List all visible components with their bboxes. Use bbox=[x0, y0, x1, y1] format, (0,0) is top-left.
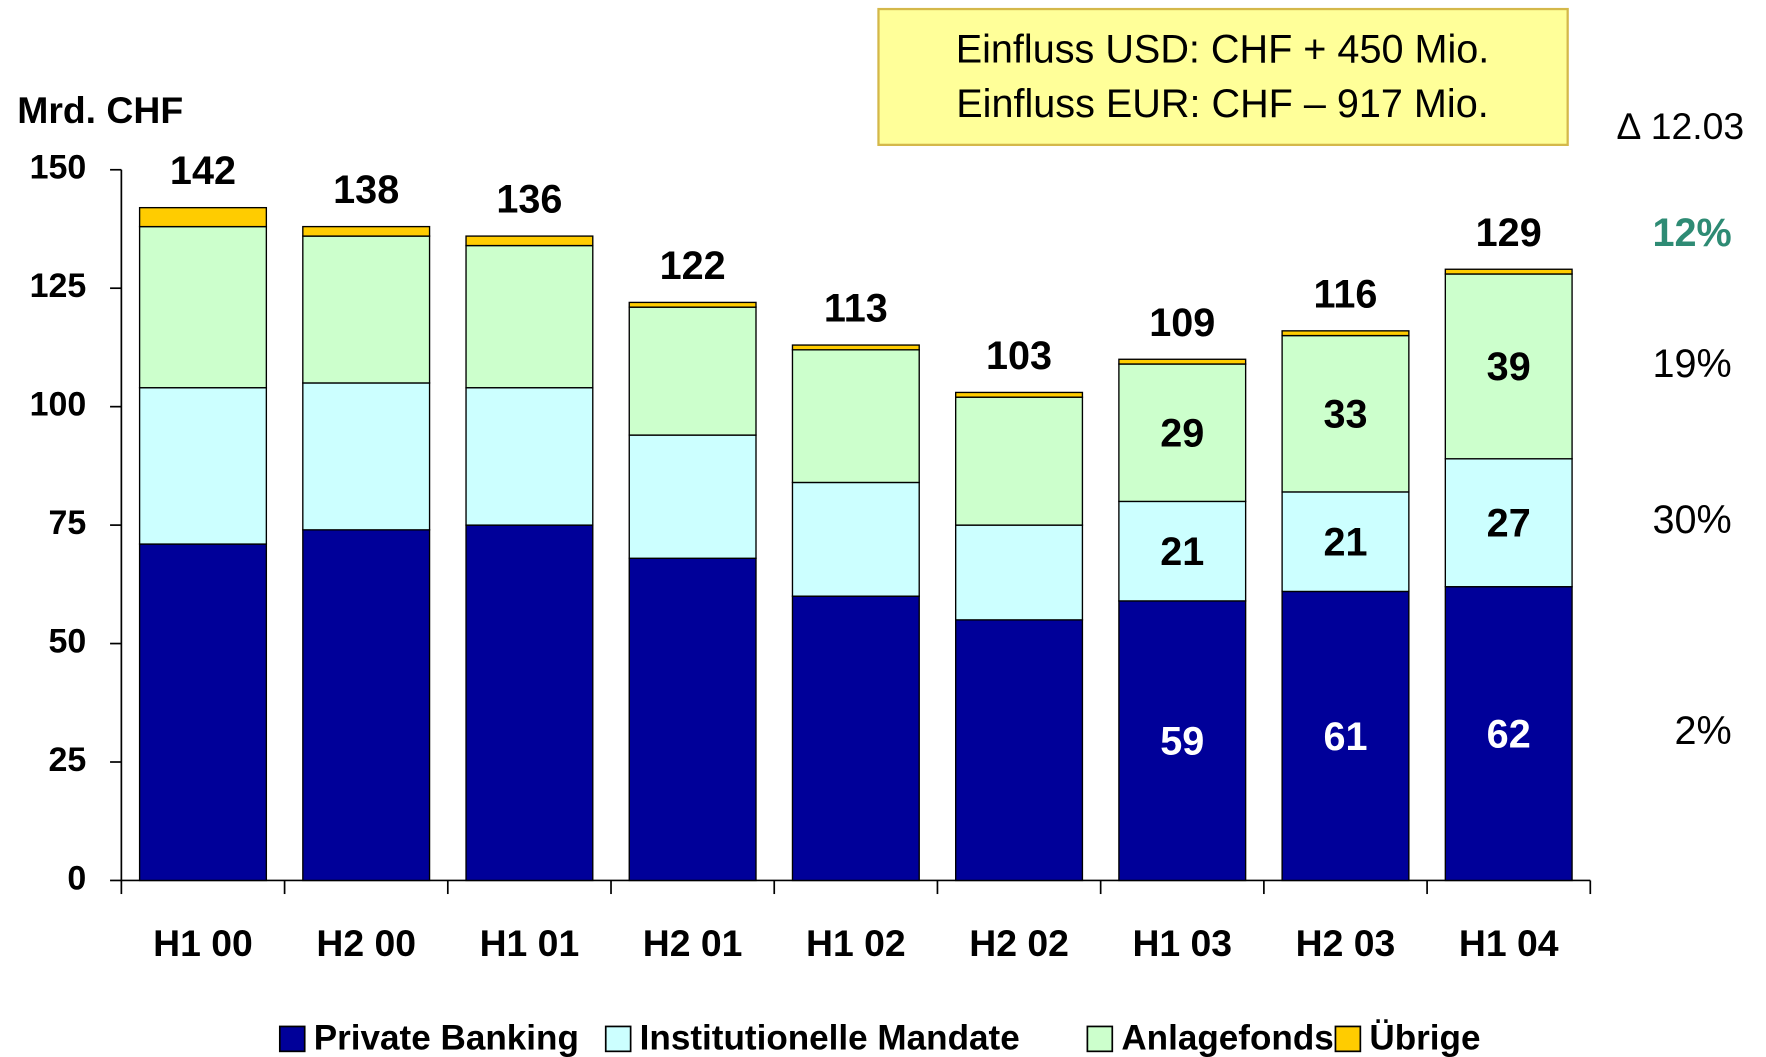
value-label: 21 bbox=[1160, 530, 1204, 574]
y-tick-label: 150 bbox=[30, 149, 87, 187]
note-box bbox=[877, 7, 1569, 146]
change-label: 2% bbox=[1675, 709, 1732, 753]
y-tick-label: 50 bbox=[49, 623, 87, 661]
change-label: 30% bbox=[1653, 498, 1732, 542]
legend-swatch bbox=[604, 1025, 632, 1053]
change-label: 19% bbox=[1653, 342, 1732, 386]
legend-swatch bbox=[278, 1025, 306, 1053]
bar-segment bbox=[1444, 268, 1573, 275]
bar-segment bbox=[1444, 586, 1573, 882]
bar-segment bbox=[1281, 330, 1410, 337]
bar-segment bbox=[1444, 273, 1573, 460]
legend-swatch bbox=[1086, 1025, 1114, 1053]
value-label: 61 bbox=[1323, 715, 1367, 759]
legend-swatch bbox=[1334, 1025, 1362, 1053]
bar-segment bbox=[302, 529, 431, 882]
bar-segment bbox=[465, 387, 594, 526]
y-tick-label: 0 bbox=[67, 859, 86, 897]
value-label: 59 bbox=[1160, 720, 1204, 764]
x-tick-label: H2 00 bbox=[316, 922, 416, 964]
x-tick-label: H1 02 bbox=[806, 922, 906, 964]
value-label: 27 bbox=[1487, 502, 1531, 546]
x-tick-label: H1 00 bbox=[153, 922, 253, 964]
total-label: 136 bbox=[496, 178, 562, 222]
bar-segment bbox=[1118, 358, 1247, 365]
x-tick-label: H2 02 bbox=[969, 922, 1069, 964]
bar-segment bbox=[628, 434, 757, 559]
bar-segment bbox=[1118, 500, 1247, 602]
bar-segment bbox=[628, 301, 757, 308]
total-label: 113 bbox=[824, 287, 888, 331]
total-label: 138 bbox=[333, 168, 399, 212]
bar-segment bbox=[791, 344, 920, 351]
legend-label: Private Banking bbox=[314, 1018, 579, 1057]
bar-segment bbox=[138, 543, 268, 882]
bar-segment bbox=[465, 235, 594, 247]
legend-label: Anlagefonds bbox=[1121, 1018, 1333, 1057]
bar-segment bbox=[302, 235, 431, 384]
legend-label: Übrige bbox=[1369, 1018, 1480, 1057]
bar-segment bbox=[1118, 600, 1247, 882]
value-label: 62 bbox=[1487, 712, 1531, 756]
y-tick-label: 75 bbox=[49, 504, 87, 542]
total-label: 142 bbox=[170, 149, 236, 193]
y-tick-label: 25 bbox=[49, 741, 87, 779]
bar-segment bbox=[465, 524, 594, 882]
bar-segment bbox=[1281, 590, 1410, 882]
value-label: 33 bbox=[1323, 393, 1367, 437]
bar-segment bbox=[1281, 334, 1410, 493]
x-tick-label: H2 03 bbox=[1296, 922, 1396, 964]
legend-label: Institutionelle Mandate bbox=[640, 1018, 1020, 1057]
value-label: 29 bbox=[1160, 412, 1204, 456]
x-tick-label: H1 01 bbox=[480, 922, 580, 964]
value-label: 21 bbox=[1323, 521, 1367, 565]
bar-segment bbox=[955, 524, 1084, 621]
bar-segment bbox=[302, 382, 431, 531]
bar-segment bbox=[791, 481, 920, 597]
bar-segment bbox=[1444, 458, 1573, 588]
y-tick-label: 100 bbox=[30, 386, 87, 424]
x-tick-label: H1 04 bbox=[1459, 922, 1559, 964]
bar-segment bbox=[628, 306, 757, 436]
total-label: 116 bbox=[1314, 272, 1378, 316]
bar-segment bbox=[955, 619, 1084, 882]
y-tick-label: 125 bbox=[30, 267, 87, 305]
bar-segment bbox=[791, 595, 920, 882]
bar-segment bbox=[955, 396, 1084, 526]
bar-segment bbox=[465, 244, 594, 389]
bar-segment bbox=[138, 387, 268, 545]
change-header: ∆ 12.03 bbox=[1618, 105, 1745, 147]
value-label: 39 bbox=[1487, 345, 1531, 389]
bar-segment bbox=[138, 225, 268, 389]
x-tick-label: H2 01 bbox=[643, 922, 743, 964]
bar-segment bbox=[1118, 363, 1247, 503]
bar-segment bbox=[1281, 491, 1410, 593]
bar-segment bbox=[302, 225, 431, 237]
note-line: Einfluss EUR: CHF – 917 Mio. bbox=[956, 82, 1489, 126]
bar-segment bbox=[628, 557, 757, 882]
bar-segment bbox=[955, 391, 1084, 398]
note-line: Einfluss USD: CHF + 450 Mio. bbox=[956, 28, 1490, 72]
total-label: 122 bbox=[660, 244, 726, 288]
total-label: 103 bbox=[986, 334, 1052, 378]
change-label: 12% bbox=[1653, 211, 1732, 255]
total-label: 109 bbox=[1149, 301, 1215, 345]
y-axis-label: Mrd. CHF bbox=[17, 89, 183, 131]
bar-segment bbox=[791, 349, 920, 484]
total-label: 129 bbox=[1476, 211, 1542, 255]
x-tick-label: H1 03 bbox=[1132, 922, 1232, 964]
bar-segment bbox=[138, 206, 268, 228]
